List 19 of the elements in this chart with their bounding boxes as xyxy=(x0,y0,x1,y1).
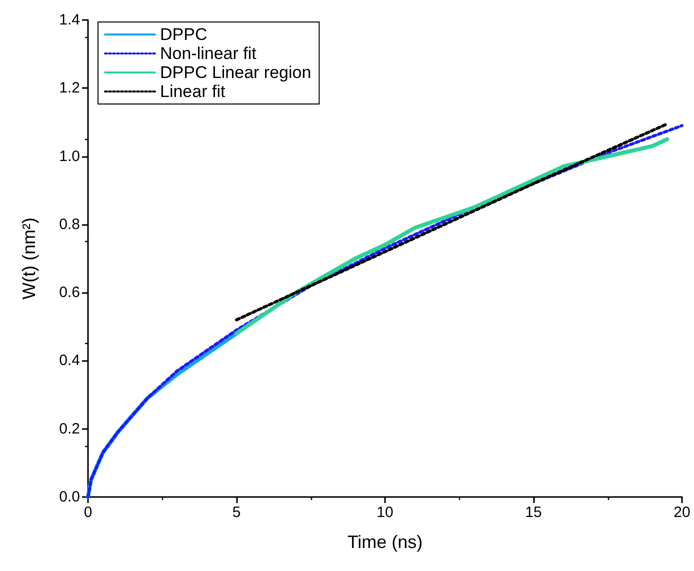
y-tick-label: 0.8 xyxy=(59,216,80,233)
y-tick-label: 1.2 xyxy=(59,80,80,97)
y-tick-label: 0.0 xyxy=(59,488,80,506)
y-tick-label: 1.4 xyxy=(59,12,80,28)
y-tick-label: 1.0 xyxy=(59,148,80,165)
x-tick-label: 0 xyxy=(84,504,92,521)
y-axis-title: W(t) (nm²) xyxy=(19,218,39,300)
x-tick-label: 10 xyxy=(376,504,394,521)
y-tick-label: 0.4 xyxy=(59,352,80,370)
x-tick-label: 20 xyxy=(674,504,690,521)
x-tick-label: 5 xyxy=(232,504,241,521)
y-tick-label: 0.6 xyxy=(59,284,80,302)
legend-label: Linear fit xyxy=(160,82,226,101)
x-tick-label: 15 xyxy=(525,504,542,521)
x-axis-title: Time (ns) xyxy=(347,532,423,552)
legend-label: DPPC xyxy=(160,25,208,44)
y-tick-label: 0.2 xyxy=(59,420,80,438)
legend-label: DPPC Linear region xyxy=(160,63,312,82)
legend-label: Non-linear fit xyxy=(160,44,257,63)
